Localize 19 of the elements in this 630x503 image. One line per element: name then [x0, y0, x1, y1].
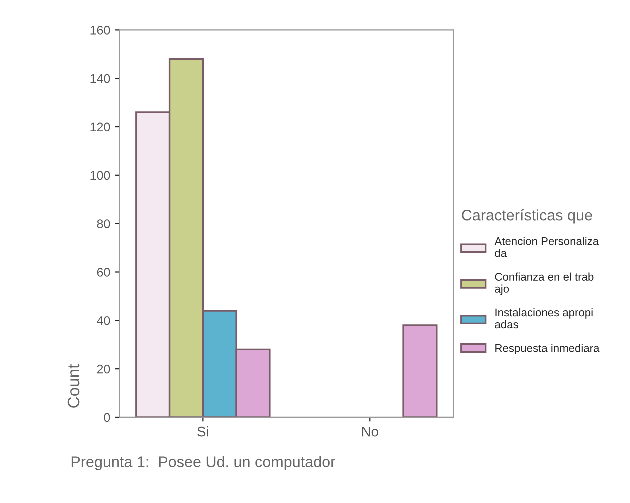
legend-title: Características que: [462, 209, 592, 224]
y-tick-label: 80: [97, 220, 110, 228]
y-tick-label: 160: [90, 26, 110, 35]
y-tick-label: 60: [97, 268, 110, 277]
legend-label: Atencion Personaliza da: [494, 237, 600, 258]
y-tick-label: 0: [104, 413, 110, 422]
y-tick-label: 20: [97, 364, 110, 374]
bar: [402, 324, 438, 418]
y-tick-label: 40: [97, 316, 110, 326]
legend-label: Confianza en el trab ajo: [495, 272, 594, 296]
y-tick-label: 100: [90, 171, 110, 180]
x-tick-label: No: [362, 427, 378, 437]
y-tick-label: 140: [90, 74, 110, 84]
x-tick-label: Si: [198, 426, 208, 437]
legend-label: Instalaciones apropi adas: [495, 308, 593, 329]
legend-label: Respuesta inmediara: [496, 344, 600, 354]
y-tick-label: 120: [90, 122, 110, 132]
x-axis-title: Pregunta 1: Posee Ud. un computador: [72, 456, 336, 470]
y-axis-title: Count: [68, 364, 80, 408]
